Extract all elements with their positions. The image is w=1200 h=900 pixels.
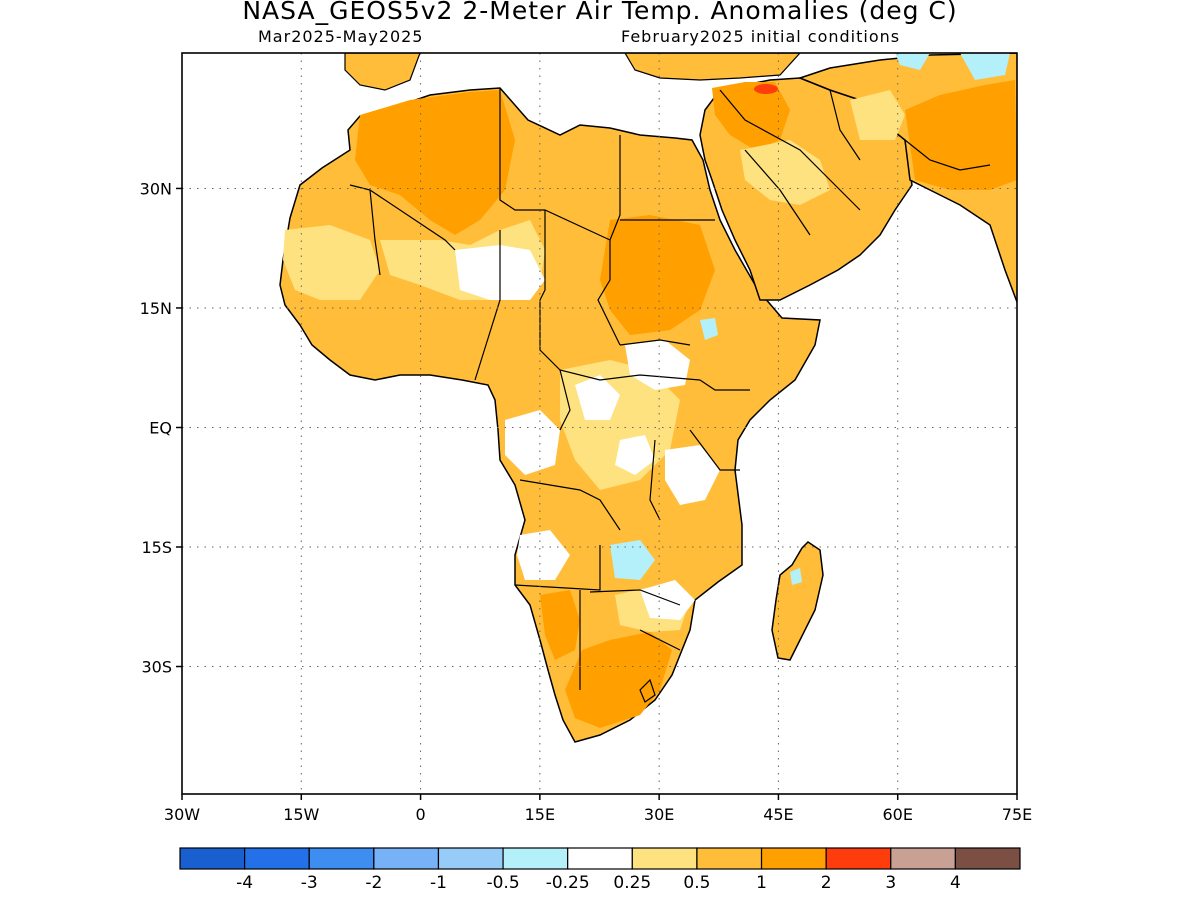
x-tick-label: 0	[415, 805, 425, 824]
colorbar-swatch	[696, 847, 763, 870]
anomaly-0.25-0.5-turkmen	[850, 90, 905, 140]
colorbar-swatch	[179, 847, 246, 870]
x-tick-label: 60E	[882, 805, 912, 824]
colorbar-label: 2	[821, 873, 832, 893]
y-tick-label: 15N	[140, 299, 172, 318]
anomaly-neutral-angola	[517, 530, 570, 580]
colorbar-label: 3	[885, 873, 896, 893]
anomaly-1-2-namibia	[540, 590, 580, 660]
colorbar-swatch	[244, 847, 310, 870]
colorbar-label: -0.5	[486, 873, 519, 893]
anomaly-cool-madagascar	[790, 568, 802, 585]
colorbar-swatch	[954, 847, 1021, 870]
x-tick-label: 30W	[164, 805, 200, 824]
colorbar-label: 1	[756, 873, 767, 893]
colorbar-label: -1	[430, 873, 447, 893]
longitude-axis: 30W 15W 0 15E 30E 45E 60E 75E	[164, 794, 1032, 824]
y-tick-label: 30N	[140, 179, 172, 198]
y-tick-label: EQ	[149, 418, 172, 437]
anomaly-0.25-0.5-saudi	[740, 140, 830, 205]
anomaly-neutral-congo	[505, 410, 560, 475]
anomaly-cool-ethiopia	[700, 318, 718, 340]
colorbar-swatch	[308, 847, 375, 870]
x-tick-label: 30E	[644, 805, 674, 824]
x-tick-label: 15W	[283, 805, 319, 824]
anomaly-1-2-south-africa	[565, 632, 672, 728]
chart-title: NASA_GEOS5v2 2-Meter Air Temp. Anomalies…	[242, 0, 958, 25]
colorbar-swatch	[760, 847, 827, 870]
colorbar: -4 -3 -2 -1 -0.5 -0.25 0.25 0.5 1 2 3 4	[179, 847, 1021, 893]
country-borders	[349, 88, 991, 703]
colorbar-swatch	[890, 847, 956, 870]
colorbar-swatch	[825, 847, 892, 870]
colorbar-swatch	[502, 847, 569, 870]
x-tick-label: 45E	[763, 805, 793, 824]
map-frame	[181, 52, 1018, 795]
anomaly-1-2-iran	[905, 80, 1017, 190]
anomaly-field	[279, 53, 1017, 743]
latitude-axis: 30N 15N EQ 15S 30S	[140, 179, 182, 677]
colorbar-label: -0.25	[546, 873, 590, 893]
colorbar-label: 0.5	[683, 873, 710, 893]
anomaly-0.25-0.5-westafrica	[283, 225, 380, 300]
colorbar-label: 4	[950, 873, 961, 893]
y-tick-label: 15S	[141, 538, 172, 557]
anomaly-2-3-iraq	[754, 84, 778, 94]
initial-conditions: February2025 initial conditions	[621, 27, 901, 46]
colorbar-label: -4	[236, 873, 253, 893]
europe-turkey	[344, 53, 801, 91]
colorbar-swatch	[631, 847, 698, 870]
anomaly-cool-zambia	[610, 540, 655, 580]
anomaly-neutral-eastafrica	[665, 445, 720, 505]
colorbar-swatch	[567, 847, 633, 870]
anomaly-1-2-iraq	[712, 82, 790, 150]
x-tick-label: 75E	[1002, 805, 1032, 824]
colorbar-swatch	[373, 847, 440, 870]
colorbar-label: 0.25	[613, 873, 651, 893]
colorbar-swatch	[437, 847, 504, 870]
anomaly-neutral-central	[575, 375, 655, 475]
colorbar-label: -3	[301, 873, 318, 893]
forecast-period: Mar2025-May2025	[258, 27, 424, 46]
colorbar-label: -2	[365, 873, 382, 893]
x-tick-label: 15E	[525, 805, 555, 824]
anomaly-1-2-sahara	[355, 90, 515, 235]
y-tick-label: 30S	[141, 658, 172, 677]
anomaly-cool-tibet	[895, 53, 1010, 80]
anomaly-1-2-chad-sudan	[600, 215, 715, 335]
madagascar	[771, 541, 824, 661]
